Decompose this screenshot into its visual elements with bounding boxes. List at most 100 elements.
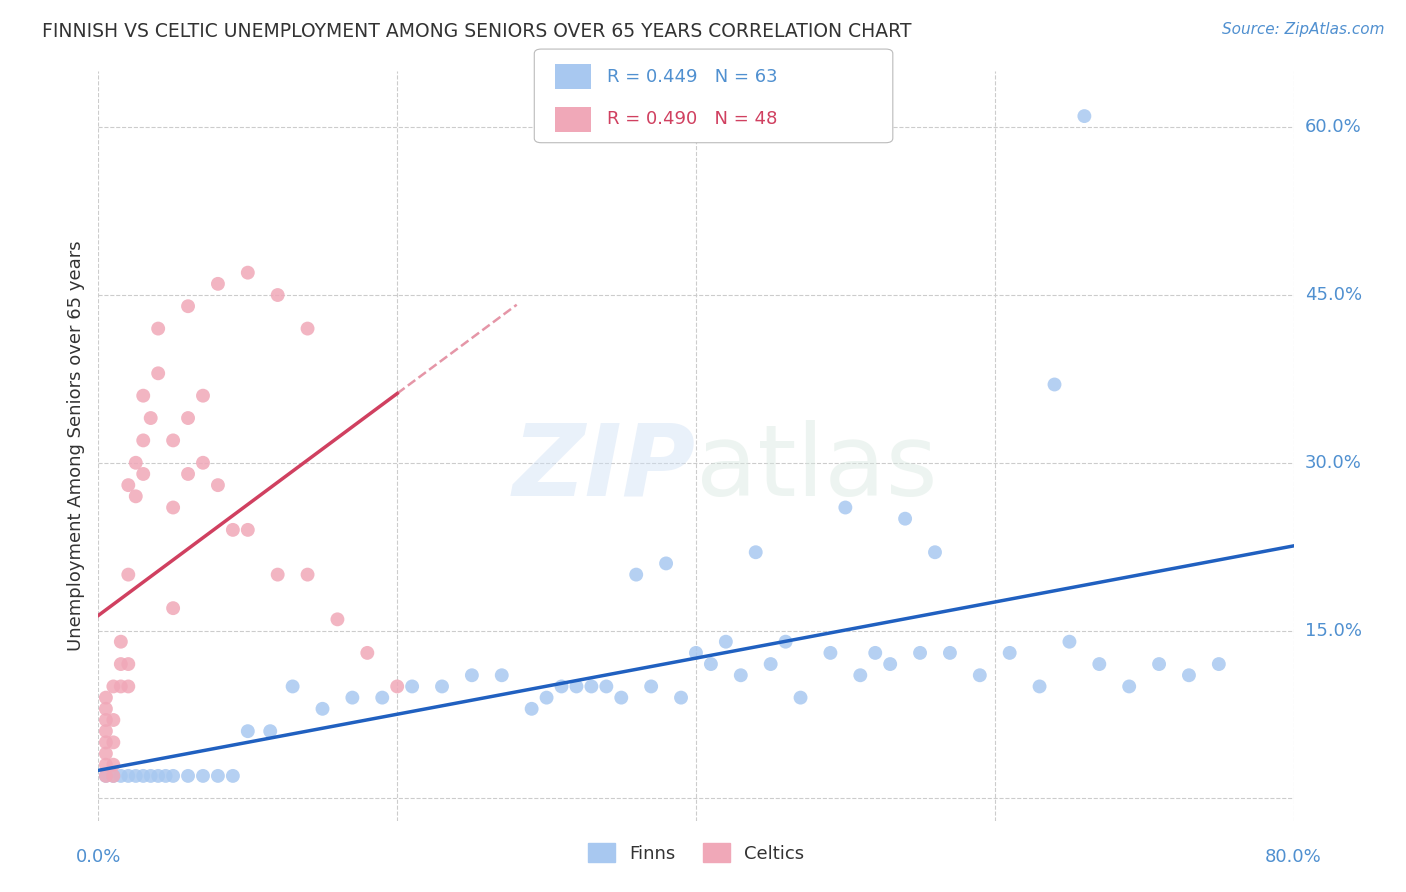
Point bbox=[139, 411, 162, 425]
Text: 80.0%: 80.0% bbox=[1265, 848, 1322, 866]
Point bbox=[550, 680, 572, 694]
Point bbox=[222, 523, 245, 537]
Point bbox=[110, 680, 132, 694]
Point bbox=[491, 668, 513, 682]
Point bbox=[162, 434, 184, 448]
Point bbox=[94, 747, 117, 761]
Text: Source: ZipAtlas.com: Source: ZipAtlas.com bbox=[1222, 22, 1385, 37]
Point bbox=[669, 690, 692, 705]
Point bbox=[103, 735, 125, 749]
Point bbox=[117, 478, 139, 492]
Point bbox=[110, 634, 132, 648]
Point bbox=[94, 769, 117, 783]
Point bbox=[759, 657, 782, 671]
Point bbox=[103, 680, 125, 694]
Point bbox=[730, 668, 752, 682]
Point bbox=[207, 478, 229, 492]
Point bbox=[177, 411, 200, 425]
Point bbox=[834, 500, 856, 515]
Point bbox=[162, 769, 184, 783]
Point bbox=[879, 657, 901, 671]
Point bbox=[401, 680, 423, 694]
Point bbox=[281, 680, 304, 694]
Point bbox=[132, 434, 155, 448]
Point bbox=[714, 634, 737, 648]
Point bbox=[236, 266, 259, 280]
Point bbox=[297, 567, 319, 582]
Point bbox=[865, 646, 887, 660]
Point bbox=[700, 657, 723, 671]
Point bbox=[998, 646, 1021, 660]
Point bbox=[1043, 377, 1066, 392]
Point bbox=[148, 321, 170, 335]
Point bbox=[267, 567, 290, 582]
Point bbox=[125, 769, 148, 783]
Point bbox=[1147, 657, 1170, 671]
Point bbox=[94, 702, 117, 716]
Point bbox=[356, 646, 378, 660]
Point bbox=[849, 668, 872, 682]
Point bbox=[640, 680, 662, 694]
Point bbox=[191, 389, 214, 403]
Point bbox=[94, 757, 117, 772]
Point bbox=[207, 769, 229, 783]
Y-axis label: Unemployment Among Seniors over 65 years: Unemployment Among Seniors over 65 years bbox=[66, 241, 84, 651]
Point bbox=[117, 680, 139, 694]
Point bbox=[1088, 657, 1111, 671]
Point bbox=[110, 769, 132, 783]
Point bbox=[430, 680, 453, 694]
Point bbox=[177, 299, 200, 313]
Text: atlas: atlas bbox=[696, 420, 938, 517]
Point bbox=[94, 769, 117, 783]
Point bbox=[939, 646, 962, 660]
Point bbox=[775, 634, 797, 648]
Point bbox=[139, 769, 162, 783]
Point bbox=[610, 690, 633, 705]
Text: FINNISH VS CELTIC UNEMPLOYMENT AMONG SENIORS OVER 65 YEARS CORRELATION CHART: FINNISH VS CELTIC UNEMPLOYMENT AMONG SEN… bbox=[42, 22, 911, 41]
Point bbox=[342, 690, 364, 705]
Point bbox=[103, 769, 125, 783]
Point bbox=[162, 601, 184, 615]
Point bbox=[1118, 680, 1140, 694]
Point bbox=[117, 567, 139, 582]
Point bbox=[125, 456, 148, 470]
Point bbox=[267, 288, 290, 302]
Point bbox=[236, 724, 259, 739]
Point bbox=[110, 657, 132, 671]
Point bbox=[581, 680, 603, 694]
Point bbox=[894, 511, 917, 525]
Text: 60.0%: 60.0% bbox=[1305, 119, 1361, 136]
Point bbox=[924, 545, 946, 559]
Point bbox=[1208, 657, 1230, 671]
Point bbox=[132, 467, 155, 481]
Legend: Finns, Celtics: Finns, Celtics bbox=[579, 834, 813, 871]
Point bbox=[125, 489, 148, 503]
Point bbox=[207, 277, 229, 291]
Point bbox=[655, 557, 678, 571]
Point bbox=[236, 523, 259, 537]
Point bbox=[103, 769, 125, 783]
Point bbox=[155, 769, 177, 783]
Point bbox=[94, 713, 117, 727]
Point bbox=[969, 668, 991, 682]
Point bbox=[311, 702, 333, 716]
Point bbox=[461, 668, 484, 682]
Point bbox=[162, 500, 184, 515]
Point bbox=[94, 724, 117, 739]
Text: 45.0%: 45.0% bbox=[1305, 286, 1362, 304]
Point bbox=[94, 690, 117, 705]
Point bbox=[103, 713, 125, 727]
Point bbox=[326, 612, 349, 626]
Point bbox=[820, 646, 842, 660]
Text: R = 0.490   N = 48: R = 0.490 N = 48 bbox=[607, 111, 778, 128]
Point bbox=[595, 680, 617, 694]
Point bbox=[191, 456, 214, 470]
Point bbox=[297, 321, 319, 335]
Text: ZIP: ZIP bbox=[513, 420, 696, 517]
Text: 30.0%: 30.0% bbox=[1305, 454, 1361, 472]
Point bbox=[371, 690, 394, 705]
Point bbox=[177, 467, 200, 481]
Point bbox=[1073, 109, 1095, 123]
Point bbox=[148, 769, 170, 783]
Point bbox=[191, 769, 214, 783]
